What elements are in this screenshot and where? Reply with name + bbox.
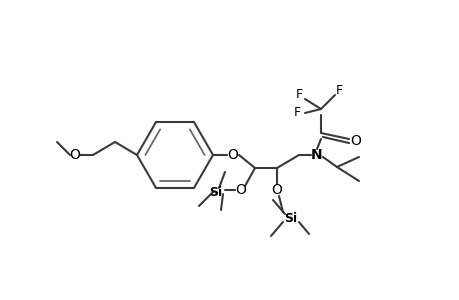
Text: F: F [295, 88, 302, 101]
Text: O: O [235, 183, 246, 197]
Text: O: O [69, 148, 80, 162]
Text: F: F [293, 106, 300, 119]
Text: O: O [350, 134, 361, 148]
Text: O: O [227, 148, 238, 162]
Text: F: F [335, 85, 342, 98]
Text: Si: Si [209, 185, 222, 199]
Text: N: N [310, 148, 322, 162]
Text: O: O [271, 183, 282, 197]
Text: Si: Si [284, 212, 297, 224]
